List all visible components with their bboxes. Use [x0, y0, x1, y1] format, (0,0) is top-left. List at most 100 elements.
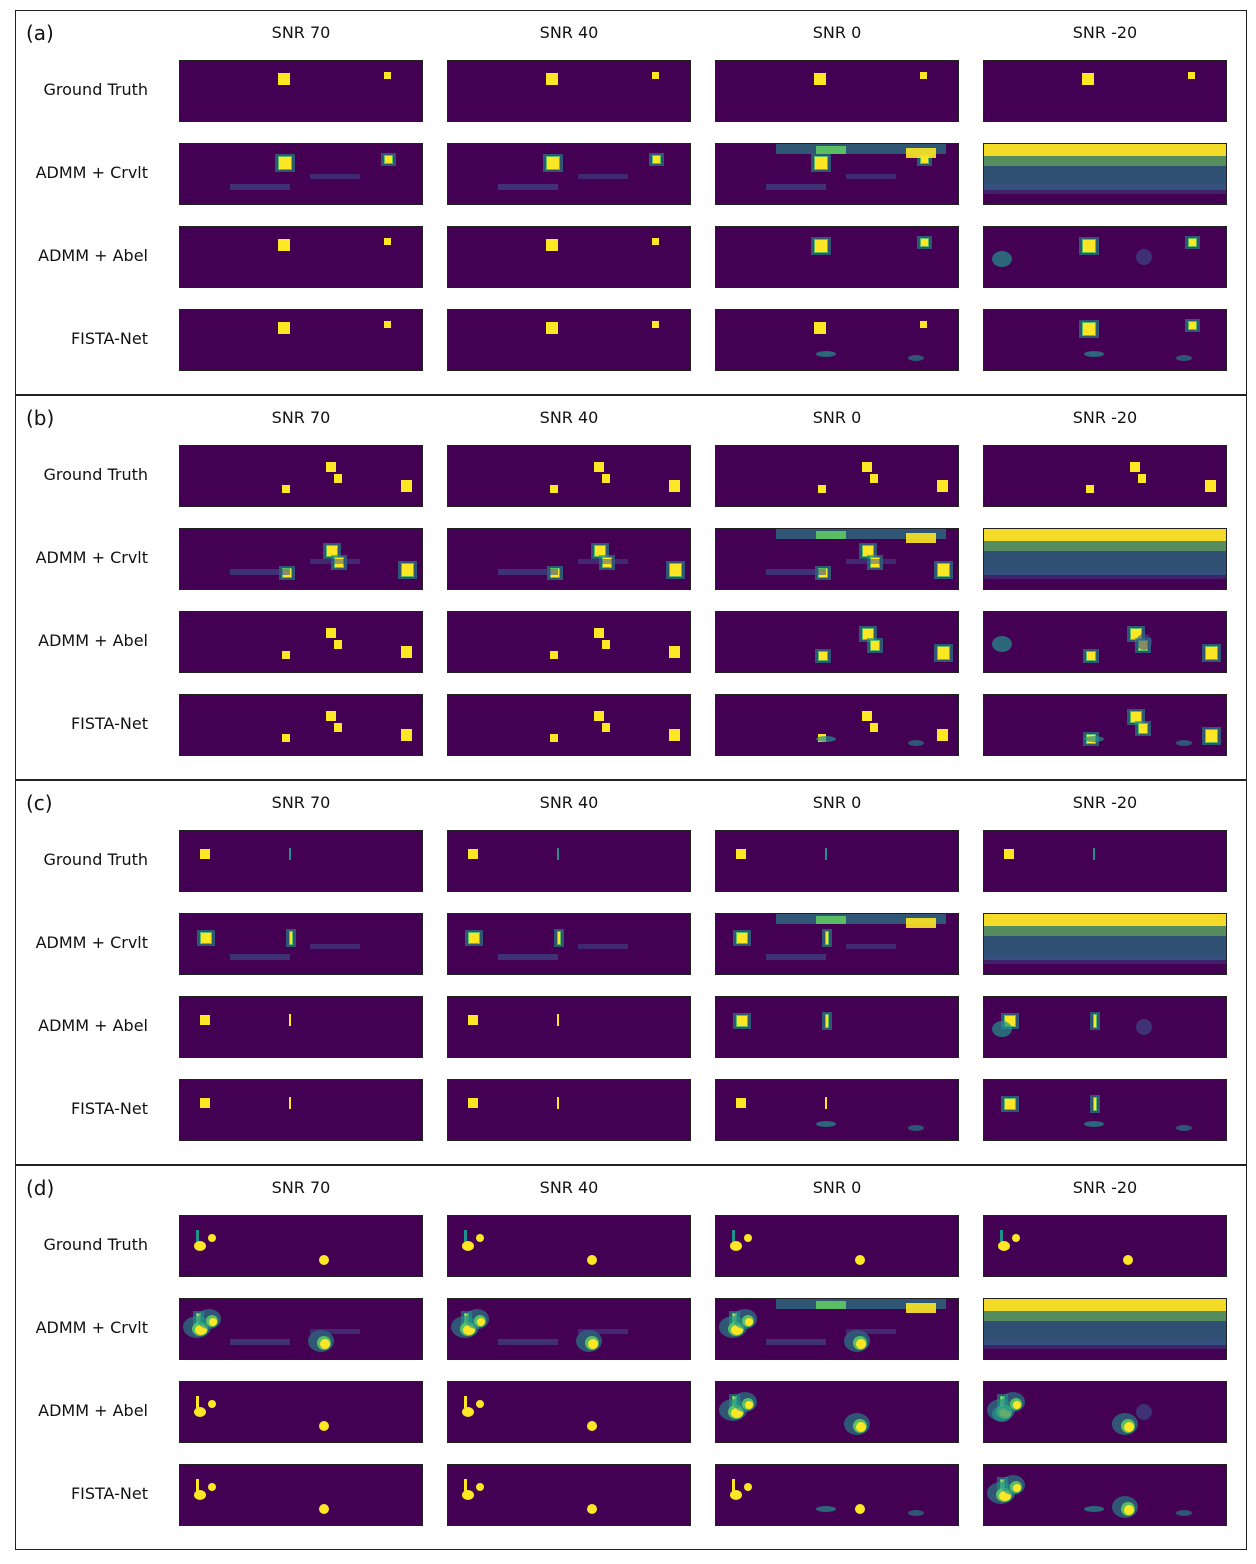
intensity-blob	[468, 849, 478, 859]
image-ground-truth-snr-neg20	[983, 60, 1227, 122]
intensity-blob	[1083, 323, 1095, 335]
intensity-blob	[1131, 712, 1141, 722]
row-label-ground-truth: Ground Truth	[43, 80, 149, 99]
intensity-blob	[984, 926, 1226, 936]
image-fista-net-snr-40	[447, 1079, 691, 1141]
intensity-blob	[279, 157, 291, 169]
row-label-admm-crvlt: ADMM + Crvlt	[35, 163, 148, 182]
intensity-blob	[732, 1230, 735, 1242]
intensity-blob	[744, 1234, 752, 1242]
intensity-blob	[846, 174, 896, 179]
intensity-blob	[1136, 1404, 1152, 1420]
intensity-blob	[652, 72, 659, 79]
intensity-blob	[1000, 1230, 1003, 1242]
intensity-blob	[863, 629, 873, 639]
image-fista-net-snr-70	[179, 309, 423, 371]
intensity-blob	[826, 1015, 828, 1027]
intensity-blob	[384, 238, 391, 245]
intensity-blob	[921, 239, 928, 246]
intensity-blob	[737, 933, 747, 943]
intensity-blob	[282, 734, 290, 742]
intensity-blob	[732, 1479, 735, 1491]
panel-d: (d) SNR 70 SNR 40 SNR 0 SNR -20 Ground Truth A…	[15, 1165, 1247, 1550]
row-label-fista-net: FISTA-Net	[70, 1484, 148, 1503]
intensity-blob	[992, 1406, 1012, 1422]
intensity-blob	[921, 156, 928, 163]
intensity-blob	[1087, 652, 1095, 660]
intensity-blob	[1188, 72, 1195, 79]
intensity-blob	[669, 646, 680, 658]
intensity-blob	[334, 474, 342, 483]
intensity-blob	[906, 918, 936, 928]
intensity-blob	[546, 239, 558, 251]
intensity-blob	[1084, 351, 1104, 357]
intensity-blob	[855, 1504, 865, 1514]
panel-label: (d)	[26, 1176, 55, 1200]
intensity-blob	[816, 1121, 836, 1127]
column-header-snr-70: SNR 70	[271, 408, 331, 427]
image-fista-net-snr-neg20	[983, 309, 1227, 371]
intensity-blob	[908, 1510, 924, 1516]
intensity-blob	[846, 559, 896, 564]
intensity-blob	[744, 1483, 752, 1491]
intensity-blob	[1124, 1422, 1134, 1432]
intensity-blob	[1094, 1098, 1096, 1110]
intensity-blob	[464, 1479, 467, 1491]
intensity-blob	[594, 628, 604, 638]
image-fista-net-snr-0	[715, 1464, 959, 1526]
intensity-blob	[401, 646, 412, 658]
intensity-blob	[310, 1329, 360, 1334]
intensity-blob	[1176, 1125, 1192, 1131]
image-fista-net-snr-40	[447, 694, 691, 756]
intensity-blob	[326, 462, 336, 472]
intensity-blob	[326, 711, 336, 721]
image-fista-net-snr-70	[179, 1079, 423, 1141]
intensity-blob	[326, 628, 336, 638]
intensity-blob	[998, 1241, 1010, 1251]
image-admm-abel-snr-neg20	[983, 611, 1227, 673]
intensity-blob	[498, 1339, 558, 1345]
row-label-admm-abel: ADMM + Abel	[38, 631, 148, 650]
intensity-blob	[194, 1490, 206, 1500]
intensity-blob	[984, 529, 1226, 541]
image-admm-crvlt-snr-70	[179, 1298, 423, 1360]
image-ground-truth-snr-neg20	[983, 445, 1227, 507]
intensity-blob	[476, 1234, 484, 1242]
row-label-fista-net: FISTA-Net	[70, 329, 148, 348]
intensity-blob	[814, 322, 826, 334]
intensity-blob	[737, 1016, 747, 1026]
intensity-blob	[498, 184, 558, 190]
image-admm-abel-snr-0	[715, 611, 959, 673]
intensity-blob	[906, 533, 936, 543]
intensity-blob	[736, 1098, 746, 1108]
column-header-snr-70: SNR 70	[271, 1178, 331, 1197]
intensity-blob	[550, 734, 558, 742]
intensity-blob	[736, 849, 746, 859]
intensity-blob	[816, 1506, 836, 1512]
intensity-blob	[208, 1400, 216, 1408]
intensity-blob	[289, 1014, 291, 1026]
intensity-blob	[595, 546, 605, 556]
image-ground-truth-snr-70	[179, 445, 423, 507]
intensity-blob	[401, 480, 412, 492]
intensity-blob	[856, 1422, 866, 1432]
image-ground-truth-snr-40	[447, 830, 691, 892]
row-label-admm-crvlt: ADMM + Crvlt	[35, 548, 148, 567]
column-header-snr-neg20: SNR -20	[1072, 23, 1138, 42]
intensity-blob	[1206, 730, 1217, 742]
intensity-blob	[476, 1400, 484, 1408]
row-label-admm-crvlt: ADMM + Crvlt	[35, 933, 148, 952]
intensity-blob	[984, 1311, 1226, 1321]
intensity-blob	[984, 954, 1226, 964]
intensity-blob	[550, 485, 558, 493]
intensity-blob	[815, 157, 827, 169]
intensity-blob	[1082, 73, 1094, 85]
intensity-blob	[200, 1098, 210, 1108]
intensity-blob	[1205, 480, 1216, 492]
intensity-blob	[196, 1230, 199, 1242]
intensity-blob	[462, 1241, 474, 1251]
intensity-blob	[870, 474, 878, 483]
column-header-snr-40: SNR 40	[539, 1178, 599, 1197]
intensity-blob	[846, 1329, 896, 1334]
intensity-blob	[319, 1421, 329, 1431]
